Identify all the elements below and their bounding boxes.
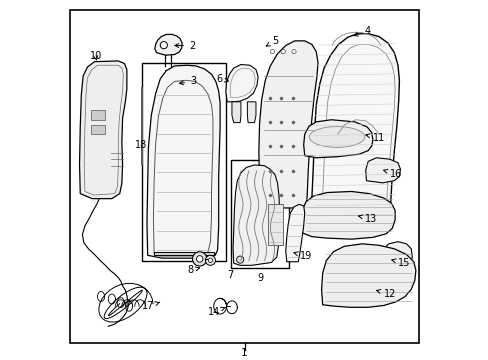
Bar xyxy=(142,63,225,261)
Polygon shape xyxy=(301,192,394,239)
Text: 1: 1 xyxy=(241,348,247,358)
Bar xyxy=(267,204,282,245)
Text: 18: 18 xyxy=(135,140,147,150)
Polygon shape xyxy=(321,244,415,307)
Text: 19: 19 xyxy=(293,251,312,261)
Bar xyxy=(91,125,105,134)
Polygon shape xyxy=(380,242,411,272)
Ellipse shape xyxy=(308,127,364,147)
Text: 10: 10 xyxy=(89,51,102,61)
Circle shape xyxy=(236,256,244,263)
Circle shape xyxy=(208,258,212,262)
Bar xyxy=(164,69,167,77)
Bar xyxy=(154,252,214,255)
Text: 2: 2 xyxy=(175,41,195,50)
Polygon shape xyxy=(225,64,258,102)
Text: 6: 6 xyxy=(216,74,228,84)
Circle shape xyxy=(196,256,203,262)
Polygon shape xyxy=(285,204,304,262)
Polygon shape xyxy=(365,158,400,183)
Text: 9: 9 xyxy=(257,273,263,283)
Polygon shape xyxy=(233,165,279,265)
Text: 7: 7 xyxy=(227,270,233,280)
Bar xyxy=(230,160,289,268)
Polygon shape xyxy=(147,65,220,258)
Circle shape xyxy=(192,252,206,266)
Text: 13: 13 xyxy=(358,214,376,224)
Polygon shape xyxy=(258,41,317,208)
Text: 16: 16 xyxy=(383,168,401,179)
Polygon shape xyxy=(155,35,182,55)
Bar xyxy=(91,110,105,120)
Circle shape xyxy=(160,41,167,49)
Text: 12: 12 xyxy=(376,289,395,299)
Text: 11: 11 xyxy=(365,133,385,143)
Text: 8: 8 xyxy=(187,265,199,275)
Bar xyxy=(169,69,172,77)
Polygon shape xyxy=(80,61,126,199)
Polygon shape xyxy=(247,102,255,123)
Text: 15: 15 xyxy=(391,258,409,268)
Bar xyxy=(171,69,182,80)
Polygon shape xyxy=(231,102,241,123)
Polygon shape xyxy=(311,34,399,224)
Text: 14: 14 xyxy=(207,307,225,317)
Circle shape xyxy=(205,255,215,265)
Polygon shape xyxy=(303,120,372,158)
Text: 5: 5 xyxy=(265,36,278,46)
Text: 4: 4 xyxy=(353,26,370,36)
Text: 17: 17 xyxy=(142,301,159,311)
Text: 3: 3 xyxy=(179,76,196,86)
Bar xyxy=(173,72,180,77)
